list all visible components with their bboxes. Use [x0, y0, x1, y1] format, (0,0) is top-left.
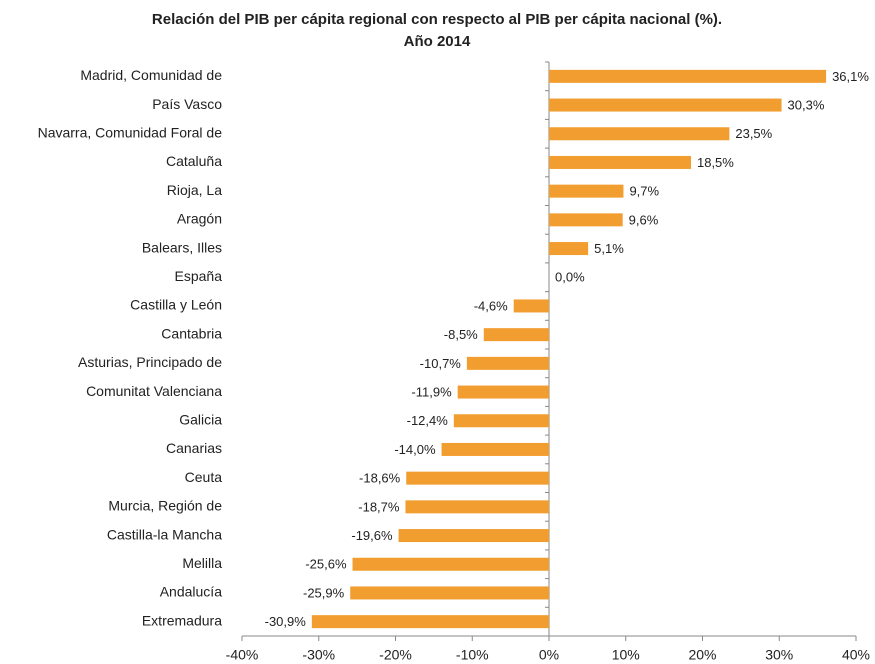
value-label: 9,7%	[629, 184, 659, 199]
value-label: -19,6%	[351, 528, 393, 543]
x-tick-label: 20%	[688, 647, 716, 663]
bar	[352, 557, 549, 571]
value-label: -25,9%	[303, 585, 345, 600]
y-tick-label: Castilla-la Mancha	[107, 526, 222, 542]
y-tick-label: Cataluña	[166, 153, 222, 169]
bar	[311, 615, 549, 629]
y-tick-label: Rioja, La	[167, 182, 222, 198]
value-label: -18,6%	[359, 471, 401, 486]
value-label: 36,1%	[832, 69, 869, 84]
value-label: 23,5%	[735, 126, 772, 141]
y-tick-label: España	[175, 268, 223, 284]
value-label: -14,0%	[394, 442, 436, 457]
x-tick-label: 0%	[539, 647, 559, 663]
bar	[466, 356, 549, 370]
bar	[513, 299, 549, 313]
bar	[453, 414, 549, 428]
bar	[406, 471, 549, 485]
x-tick-label: -20%	[379, 647, 412, 663]
y-tick-label: Navarra, Comunidad Foral de	[38, 124, 223, 140]
x-tick-label: 10%	[612, 647, 640, 663]
value-label: 18,5%	[697, 155, 734, 170]
y-tick-label: Melilla	[182, 555, 222, 571]
y-tick-label: Andalucía	[160, 584, 222, 600]
value-label: 5,1%	[594, 241, 624, 256]
x-tick-label: 30%	[765, 647, 793, 663]
value-label: -10,7%	[420, 356, 462, 371]
bar	[398, 529, 549, 543]
y-tick-label: Madrid, Comunidad de	[80, 67, 222, 83]
bar	[441, 442, 549, 456]
y-tick-label: Asturias, Principado de	[78, 354, 222, 370]
bar	[405, 500, 549, 514]
y-tick-label: Aragón	[177, 211, 222, 227]
value-label: 9,6%	[629, 212, 659, 227]
value-label: -30,9%	[265, 614, 307, 629]
value-label: -25,6%	[305, 557, 347, 572]
y-tick-label: Castilla y León	[130, 297, 222, 313]
x-tick-label: -30%	[302, 647, 335, 663]
bar	[549, 98, 782, 112]
x-tick-label: -10%	[456, 647, 489, 663]
y-tick-label: Balears, Illes	[142, 239, 222, 255]
bar	[549, 242, 589, 256]
value-label: -8,5%	[444, 327, 478, 342]
bar	[549, 184, 624, 198]
x-tick-label: -40%	[226, 647, 259, 663]
y-tick-label: Murcia, Región de	[108, 498, 222, 514]
value-label: -11,9%	[411, 384, 452, 399]
value-label: 0,0%	[555, 270, 585, 285]
bar	[549, 69, 827, 83]
bar	[350, 586, 549, 600]
value-label: -12,4%	[407, 413, 449, 428]
bar	[549, 127, 730, 141]
y-tick-label: Galicia	[179, 411, 222, 427]
value-label: -18,7%	[358, 499, 400, 514]
chart-title: Relación del PIB per cápita regional con…	[152, 11, 722, 28]
y-tick-label: País Vasco	[152, 96, 222, 112]
y-tick-label: Canarias	[166, 440, 222, 456]
y-tick-label: Extremadura	[142, 612, 222, 628]
x-tick-label: 40%	[842, 647, 870, 663]
bar	[549, 213, 623, 227]
y-tick-label: Cantabria	[161, 325, 222, 341]
value-label: 30,3%	[788, 97, 825, 112]
chart-title: Año 2014	[404, 33, 471, 50]
value-label: -4,6%	[474, 298, 508, 313]
y-tick-label: Ceuta	[185, 469, 223, 485]
bar	[457, 385, 549, 399]
bar	[483, 328, 549, 342]
y-tick-label: Comunitat Valenciana	[86, 383, 222, 399]
bar	[549, 155, 691, 169]
